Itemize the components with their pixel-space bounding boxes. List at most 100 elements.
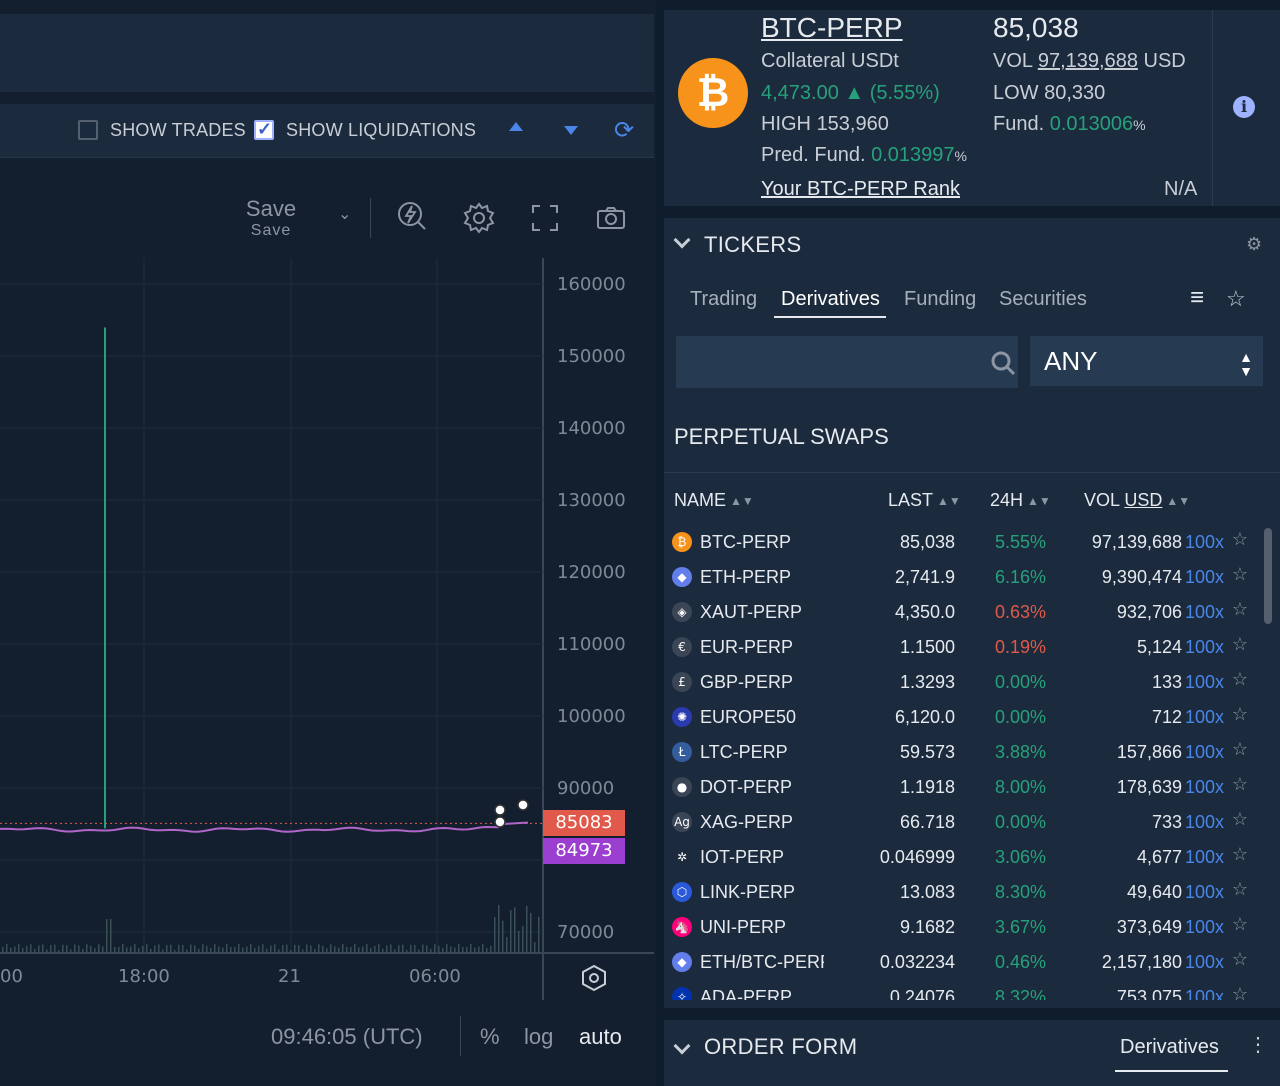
show-liquidations-checkbox[interactable] — [254, 119, 274, 140]
chart-settings-hex-icon[interactable] — [580, 964, 608, 997]
favorite-star-icon[interactable]: ☆ — [1231, 879, 1248, 899]
favorite-star-icon[interactable]: ☆ — [1231, 529, 1248, 549]
ticker-row[interactable]: £ GBP-PERP 1.3293 0.00% 133 100x ☆ — [664, 666, 1264, 701]
ticker-row[interactable]: 🦄 UNI-PERP 9.1682 3.67% 373,649 100x ☆ — [664, 911, 1264, 946]
ticker-row[interactable]: Ł LTC-PERP 59.573 3.88% 157,866 100x ☆ — [664, 736, 1264, 771]
info-icon[interactable]: i — [1233, 96, 1255, 118]
more-options-icon[interactable]: ⋮ — [1248, 1034, 1268, 1056]
show-liquidations-label[interactable]: SHOW LIQUIDATIONS — [286, 120, 477, 140]
search-icon[interactable] — [990, 350, 1016, 381]
star-icon[interactable]: ☆ — [1226, 286, 1246, 311]
favorite-star-icon[interactable]: ☆ — [1231, 739, 1248, 759]
log-scale-button[interactable]: log — [524, 1024, 554, 1049]
col-header-name[interactable]: NAME ▲▼ — [674, 490, 754, 510]
col-header-vol[interactable]: VOL USD ▲▼ — [1084, 490, 1191, 510]
coin-icon: € — [672, 637, 692, 657]
favorite-star-icon[interactable]: ☆ — [1231, 774, 1248, 794]
ticker-row[interactable]: ✲ IOT-PERP 0.046999 3.06% 4,677 100x ☆ — [664, 841, 1264, 876]
volume-bar — [126, 947, 128, 953]
chevron-down-icon[interactable]: ⌄ — [338, 206, 352, 223]
favorite-star-icon[interactable]: ☆ — [1231, 984, 1248, 1000]
favorite-star-icon[interactable]: ☆ — [1231, 564, 1248, 584]
chart-canvas[interactable] — [0, 160, 654, 1000]
auto-scale-button[interactable]: auto — [579, 1024, 622, 1049]
volume-bar — [138, 948, 140, 953]
ticker-search-input[interactable] — [676, 336, 1018, 388]
scroll-down-icon[interactable] — [564, 126, 578, 135]
ticker-change: 0.46% — [994, 952, 1046, 972]
volume-bar — [342, 944, 344, 953]
liquidation-marker[interactable] — [517, 799, 529, 811]
ticker-leverage: 100x — [1184, 602, 1224, 622]
rank-link[interactable]: Your BTC-PERP Rank — [761, 178, 960, 200]
ticker-row[interactable]: ◈ XAUT-PERP 4,350.0 0.63% 932,706 100x ☆ — [664, 596, 1264, 631]
refresh-icon[interactable]: ⟳ — [614, 117, 635, 144]
show-trades-checkbox[interactable] — [78, 120, 98, 140]
favorite-star-icon[interactable]: ☆ — [1231, 844, 1248, 864]
ticker-row[interactable]: ⬡ LINK-PERP 13.083 8.30% 49,640 100x ☆ — [664, 876, 1264, 911]
liquidation-marker[interactable] — [494, 804, 506, 816]
filter-value: ANY — [1044, 346, 1098, 376]
percent-scale-button[interactable]: % — [480, 1024, 500, 1049]
favorite-star-icon[interactable]: ☆ — [1231, 704, 1248, 724]
gear-icon[interactable]: ⚙ — [1246, 234, 1263, 254]
volume-bar — [498, 905, 500, 953]
price-change: 4,473.00 ▲ (5.55%) — [761, 82, 940, 104]
alert-icon[interactable] — [397, 200, 427, 239]
favorite-star-icon[interactable]: ☆ — [1231, 669, 1248, 689]
ticker-row[interactable]: ₿ BTC-PERP 85,038 5.55% 97,139,688 100x ☆ — [664, 526, 1264, 561]
market-filter-select[interactable]: ANY ▲ ▼ — [1030, 336, 1263, 386]
tab-funding[interactable]: Funding — [904, 288, 977, 310]
volume-bar — [78, 945, 80, 953]
ticker-change: 8.30% — [994, 882, 1046, 902]
collapse-chevron-icon[interactable] — [673, 1037, 691, 1055]
price-line — [0, 821, 529, 833]
gear-icon[interactable] — [463, 202, 495, 241]
ticker-row[interactable]: ◆ ETH/BTC-PERP 0.032234 0.46% 2,157,180 100x ☆ — [664, 946, 1264, 981]
ticker-change: 6.16% — [994, 567, 1046, 587]
volume-bar — [114, 946, 116, 953]
col-header-24h[interactable]: 24H ▲▼ — [990, 490, 1051, 510]
volume-bar — [358, 947, 360, 953]
price-chart[interactable]: Save Save ⌄ 160000 150000 140000 130000 … — [0, 160, 654, 1000]
ticker-row[interactable]: ✧ ADA-PERP 0.24076 8.32% 753,075 100x ☆ — [664, 981, 1264, 1000]
save-button[interactable]: Save — [245, 196, 297, 221]
collapse-chevron-icon[interactable] — [673, 231, 691, 249]
ticker-scrollbar[interactable] — [1264, 528, 1272, 1008]
col-header-last[interactable]: LAST ▲▼ — [888, 490, 961, 510]
ticker-row[interactable]: Ag XAG-PERP 66.718 0.00% 733 100x ☆ — [664, 806, 1264, 841]
fullscreen-icon[interactable] — [531, 204, 559, 239]
ticker-row[interactable]: ● DOT-PERP 1.1918 8.00% 178,639 100x ☆ — [664, 771, 1264, 806]
volume-bar — [98, 944, 100, 953]
tab-trading[interactable]: Trading — [690, 288, 758, 310]
ticker-row[interactable]: € EUR-PERP 1.1500 0.19% 5,124 100x ☆ — [664, 631, 1264, 666]
show-trades-label[interactable]: SHOW TRADES — [110, 120, 246, 140]
liquidation-marker[interactable] — [494, 816, 506, 828]
favorite-star-icon[interactable]: ☆ — [1231, 599, 1248, 619]
ticker-name: XAG-PERP — [700, 812, 794, 832]
chart-panel: SHOW TRADES SHOW LIQUIDATIONS ⟳ Save Sav… — [0, 0, 656, 1086]
tab-derivatives[interactable]: Derivatives — [781, 288, 880, 310]
favorite-star-icon[interactable]: ☆ — [1231, 914, 1248, 934]
favorite-star-icon[interactable]: ☆ — [1231, 634, 1248, 654]
volume-bar — [170, 944, 172, 953]
scroll-up-icon[interactable] — [509, 122, 523, 131]
market-symbol-link[interactable]: BTC-PERP — [761, 12, 903, 43]
section-divider — [664, 472, 1280, 473]
volume-bar — [234, 946, 236, 953]
ticker-row[interactable]: ◆ ETH-PERP 2,741.9 6.16% 9,390,474 100x ☆ — [664, 561, 1264, 596]
menu-icon[interactable]: ≡ — [1190, 284, 1205, 311]
favorite-star-icon[interactable]: ☆ — [1231, 809, 1248, 829]
coin-icon: Ł — [672, 742, 692, 762]
camera-icon[interactable] — [596, 206, 626, 237]
tab-securities[interactable]: Securities — [999, 288, 1087, 310]
volume-bar — [142, 945, 144, 953]
favorite-star-icon[interactable]: ☆ — [1231, 949, 1248, 969]
tab-derivatives-order[interactable]: Derivatives — [1120, 1036, 1219, 1058]
ticker-leverage: 100x — [1184, 917, 1224, 937]
volume-bar — [522, 925, 524, 953]
ticker-row[interactable]: ✺ EUROPE50 6,120.0 0.00% 712 100x ☆ — [664, 701, 1264, 736]
ticker-last: 9.1682 — [899, 917, 955, 937]
scroll-thumb[interactable] — [1264, 528, 1272, 624]
volume-bar — [426, 945, 428, 953]
